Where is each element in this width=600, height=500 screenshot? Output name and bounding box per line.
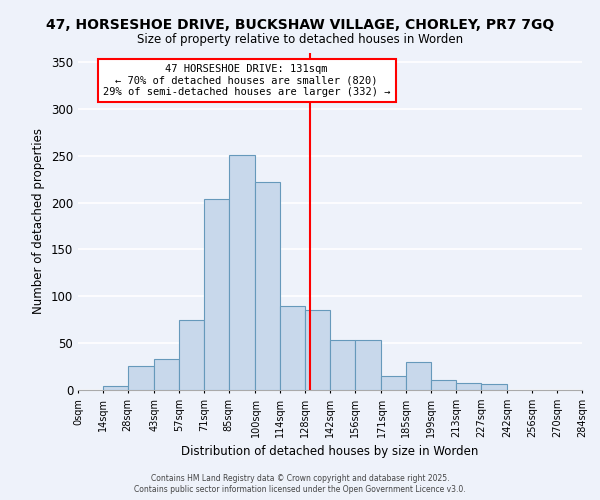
Text: 47, HORSESHOE DRIVE, BUCKSHAW VILLAGE, CHORLEY, PR7 7GQ: 47, HORSESHOE DRIVE, BUCKSHAW VILLAGE, C… — [46, 18, 554, 32]
Bar — [406, 362, 431, 390]
Bar — [481, 384, 508, 390]
Text: Contains HM Land Registry data © Crown copyright and database right 2025.
Contai: Contains HM Land Registry data © Crown c… — [134, 474, 466, 494]
X-axis label: Distribution of detached houses by size in Worden: Distribution of detached houses by size … — [181, 446, 479, 458]
Text: Size of property relative to detached houses in Worden: Size of property relative to detached ho… — [137, 32, 463, 46]
Bar — [256, 182, 280, 390]
Bar — [103, 386, 128, 390]
Bar — [431, 380, 456, 390]
Bar — [179, 320, 204, 390]
Bar — [330, 340, 355, 390]
Bar — [280, 306, 305, 390]
Bar — [382, 376, 406, 390]
Text: 47 HORSESHOE DRIVE: 131sqm
← 70% of detached houses are smaller (820)
29% of sem: 47 HORSESHOE DRIVE: 131sqm ← 70% of deta… — [103, 64, 391, 97]
Bar — [355, 340, 382, 390]
Bar — [305, 310, 330, 390]
Bar — [154, 359, 179, 390]
Bar — [456, 382, 481, 390]
Y-axis label: Number of detached properties: Number of detached properties — [32, 128, 46, 314]
Bar — [229, 154, 256, 390]
Bar — [204, 198, 229, 390]
Bar — [128, 366, 154, 390]
